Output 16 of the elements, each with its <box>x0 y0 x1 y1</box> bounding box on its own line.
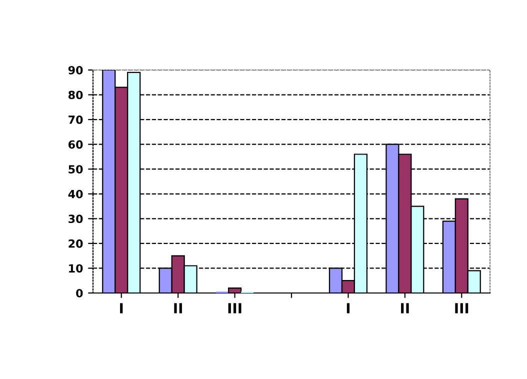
y-tick-label: 20 <box>68 239 83 248</box>
y-tick-label: 40 <box>68 190 83 198</box>
x-tick-label: I <box>346 303 350 314</box>
x-tick-label: I <box>120 303 123 314</box>
y-tick-label: 0 <box>76 288 83 298</box>
x-tick-label: III <box>228 303 242 314</box>
y-tick-label: 70 <box>68 116 83 124</box>
y-tick-label: 30 <box>68 214 83 224</box>
y-tick-label: 10 <box>69 264 83 273</box>
y-tick-label: 60 <box>68 140 83 149</box>
x-tick-label: II <box>174 303 182 314</box>
y-tick-label: 90 <box>68 66 83 74</box>
y-tick-label: 50 <box>68 165 83 174</box>
y-tick-label: 80 <box>68 90 83 100</box>
x-tick-label: II <box>401 303 409 314</box>
x-tick-label: III <box>455 303 468 314</box>
